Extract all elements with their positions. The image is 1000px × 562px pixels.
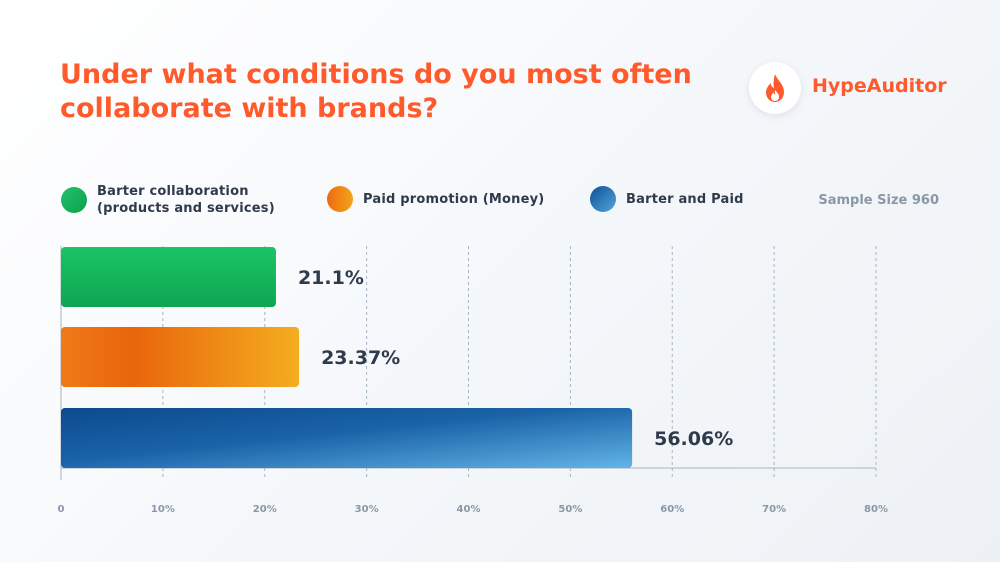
legend-label: Paid promotion (Money): [363, 191, 545, 207]
data-label: 21.1%: [298, 267, 364, 289]
legend-label: Barter collaboration (products and servi…: [97, 183, 275, 217]
sample-size: Sample Size 960: [818, 193, 939, 208]
legend-item-paid: Paid promotion (Money): [327, 186, 544, 212]
data-label: 56.06%: [654, 428, 733, 450]
x-tick-label: 60%: [660, 504, 684, 515]
x-tick-label: 0: [58, 504, 65, 515]
legend-swatch-green: [61, 187, 87, 213]
x-tick-label: 10%: [151, 504, 175, 515]
x-tick-label: 40%: [457, 504, 481, 515]
x-tick-label: 30%: [355, 504, 379, 515]
brand-name: HypeAuditor: [812, 75, 947, 97]
x-tick-label: 70%: [762, 504, 786, 515]
bar: [61, 408, 633, 468]
legend-label: Barter and Paid: [626, 191, 744, 207]
x-tick-label: 80%: [864, 504, 888, 515]
legend-item-barter: Barter collaboration (products and servi…: [61, 183, 275, 217]
flame-icon: [766, 74, 784, 102]
legend-swatch-blue: [590, 186, 616, 212]
legend-swatch-orange: [327, 186, 353, 212]
legend-label-line: Barter collaboration: [97, 184, 249, 199]
legend-label-line: (products and services): [97, 201, 275, 216]
brand-logo: [749, 62, 801, 114]
legend-item-barter-and-paid: Barter and Paid: [590, 186, 744, 212]
x-tick-label: 20%: [253, 504, 277, 515]
data-label: 23.37%: [321, 347, 400, 369]
bar: [61, 327, 300, 387]
x-tick-label: 50%: [558, 504, 582, 515]
bar: [61, 247, 276, 307]
chart-title: Under what conditions do you most often …: [60, 59, 692, 124]
